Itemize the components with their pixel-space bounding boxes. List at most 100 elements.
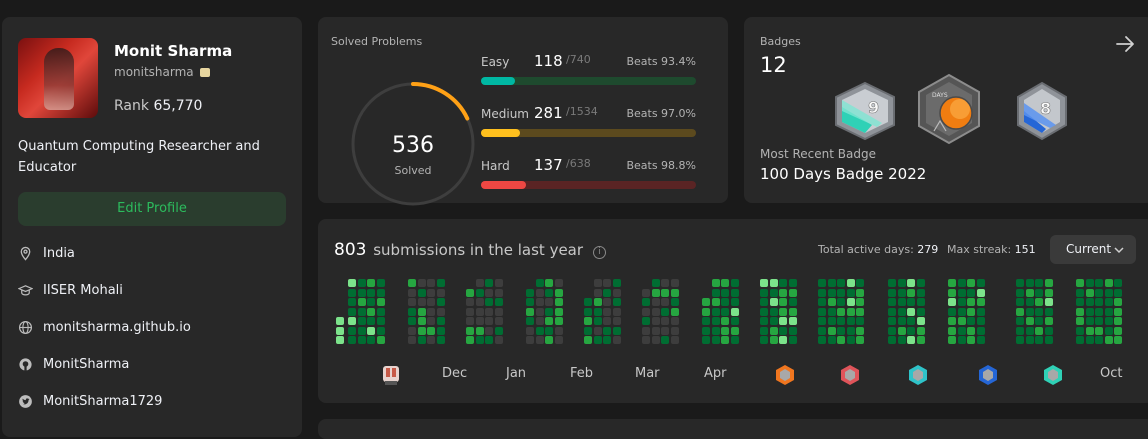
heatmap-cell[interactable] — [721, 279, 729, 287]
heatmap-cell[interactable] — [357, 288, 366, 297]
heatmap-cell[interactable] — [1044, 307, 1053, 316]
heatmap-cell[interactable] — [957, 298, 966, 306]
heatmap-cell[interactable] — [948, 307, 956, 316]
heatmap-cell[interactable] — [535, 279, 544, 287]
heatmap-cell[interactable] — [642, 288, 650, 297]
heatmap-cell[interactable] — [1044, 317, 1053, 325]
heatmap-cell[interactable] — [584, 336, 592, 344]
heatmap-cell[interactable] — [1016, 279, 1024, 287]
heatmap-cell[interactable] — [1114, 326, 1122, 335]
heatmap-cell[interactable] — [827, 279, 836, 287]
heatmap-cell[interactable] — [769, 298, 778, 306]
heatmap-cell[interactable] — [494, 298, 503, 306]
heatmap-cell[interactable] — [957, 307, 966, 316]
heatmap-cell[interactable] — [436, 288, 445, 297]
heatmap-cell[interactable] — [769, 317, 778, 325]
heatmap-cell[interactable] — [367, 298, 375, 306]
heatmap-cell[interactable] — [485, 326, 493, 335]
heatmap-cell[interactable] — [535, 336, 544, 344]
heatmap-cell[interactable] — [535, 307, 544, 316]
heatmap-cell[interactable] — [1095, 326, 1103, 335]
heatmap-cell[interactable] — [661, 336, 669, 344]
month-badge-icon[interactable] — [840, 364, 860, 386]
heatmap-cell[interactable] — [417, 336, 426, 344]
heatmap-cell[interactable] — [788, 336, 797, 344]
heatmap-cell[interactable] — [1025, 307, 1034, 316]
heatmap-cell[interactable] — [535, 298, 544, 306]
heatmap-cell[interactable] — [711, 279, 720, 287]
heatmap-cell[interactable] — [711, 336, 720, 344]
heatmap-cell[interactable] — [367, 326, 375, 335]
heatmap-cell[interactable] — [957, 326, 966, 335]
heatmap-cell[interactable] — [554, 336, 563, 344]
heatmap-cell[interactable] — [603, 279, 611, 287]
heatmap-cell[interactable] — [837, 307, 845, 316]
heatmap-cell[interactable] — [408, 279, 416, 287]
heatmap-cell[interactable] — [897, 317, 906, 325]
heatmap-cell[interactable] — [612, 298, 621, 306]
heatmap-cell[interactable] — [651, 326, 660, 335]
heatmap-cell[interactable] — [661, 279, 669, 287]
heatmap-cell[interactable] — [545, 326, 553, 335]
heatmap-cell[interactable] — [846, 279, 855, 287]
heatmap-cell[interactable] — [1095, 279, 1103, 287]
heatmap-cell[interactable] — [642, 317, 650, 325]
heatmap-cell[interactable] — [907, 317, 915, 325]
heatmap-cell[interactable] — [357, 307, 366, 316]
heatmap-cell[interactable] — [1025, 317, 1034, 325]
heatmap-cell[interactable] — [417, 298, 426, 306]
heatmap-cell[interactable] — [897, 326, 906, 335]
heatmap-cell[interactable] — [702, 336, 710, 344]
heatmap-cell[interactable] — [907, 336, 915, 344]
heatmap-cell[interactable] — [907, 288, 915, 297]
heatmap-cell[interactable] — [651, 336, 660, 344]
heatmap-cell[interactable] — [730, 336, 739, 344]
heatmap-cell[interactable] — [888, 336, 896, 344]
heatmap-cell[interactable] — [526, 336, 534, 344]
heatmap-cell[interactable] — [721, 298, 729, 306]
heatmap-cell[interactable] — [475, 326, 484, 335]
month-badge-icon[interactable] — [775, 364, 795, 386]
heatmap-cell[interactable] — [475, 279, 484, 287]
month-badge-icon[interactable] — [978, 364, 998, 386]
month-badge-icon[interactable] — [381, 364, 401, 386]
heatmap-cell[interactable] — [612, 336, 621, 344]
info-twitter[interactable]: MonitSharma1729 — [18, 394, 162, 409]
heatmap-cell[interactable] — [888, 288, 896, 297]
heatmap-cell[interactable] — [494, 307, 503, 316]
heatmap-cell[interactable] — [475, 317, 484, 325]
heatmap-cell[interactable] — [769, 336, 778, 344]
heatmap-cell[interactable] — [593, 279, 602, 287]
heatmap-cell[interactable] — [408, 336, 416, 344]
heatmap-cell[interactable] — [1044, 288, 1053, 297]
heatmap-cell[interactable] — [1095, 336, 1103, 344]
heatmap-cell[interactable] — [967, 279, 975, 287]
heatmap-cell[interactable] — [670, 288, 679, 297]
heatmap-cell[interactable] — [827, 326, 836, 335]
heatmap-cell[interactable] — [554, 326, 563, 335]
heatmap-cell[interactable] — [856, 336, 864, 344]
heatmap-cell[interactable] — [711, 288, 720, 297]
heatmap-cell[interactable] — [788, 326, 797, 335]
heatmap-cell[interactable] — [661, 317, 669, 325]
heatmap-cell[interactable] — [554, 279, 563, 287]
sep-badge-icon[interactable]: 9 — [832, 81, 898, 141]
heatmap-cell[interactable] — [357, 298, 366, 306]
heatmap-cell[interactable] — [730, 326, 739, 335]
info-website[interactable]: monitsharma.github.io — [18, 320, 191, 335]
heatmap-cell[interactable] — [916, 298, 925, 306]
heatmap-cell[interactable] — [760, 307, 768, 316]
heatmap-cell[interactable] — [730, 279, 739, 287]
days-badge-icon[interactable]: DAYS — [916, 73, 982, 145]
heatmap-cell[interactable] — [376, 288, 385, 297]
heatmap-cell[interactable] — [642, 336, 650, 344]
heatmap-cell[interactable] — [436, 336, 445, 344]
heatmap-cell[interactable] — [427, 317, 435, 325]
heatmap-cell[interactable] — [1035, 298, 1043, 306]
heatmap-cell[interactable] — [976, 279, 985, 287]
heatmap-cell[interactable] — [897, 288, 906, 297]
heatmap-cell[interactable] — [730, 307, 739, 316]
heatmap-cell[interactable] — [856, 307, 864, 316]
submission-heatmap[interactable] — [336, 279, 1136, 365]
heatmap-cell[interactable] — [907, 279, 915, 287]
